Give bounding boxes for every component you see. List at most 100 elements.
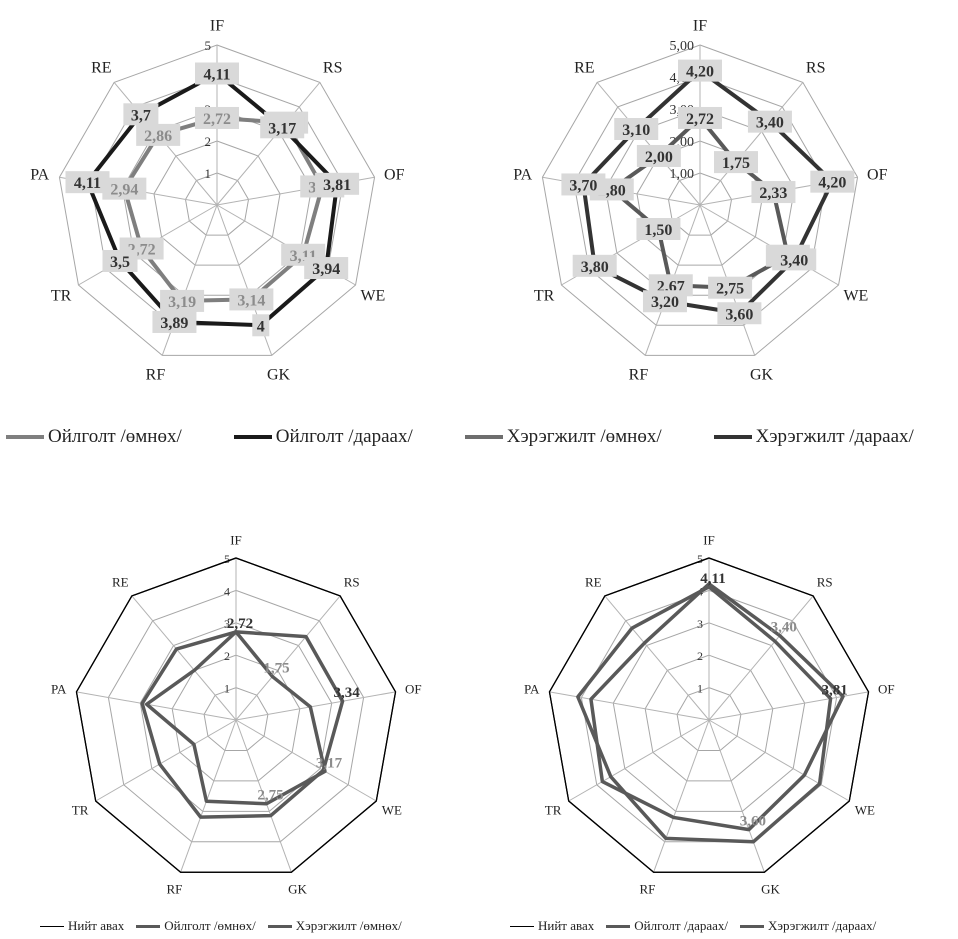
legend-item: Нийт авах	[40, 918, 124, 934]
data-label-box	[260, 116, 305, 139]
tick-label: 3	[697, 617, 703, 631]
grid-ring	[107, 589, 365, 843]
data-label: 4	[257, 318, 265, 335]
grid-spoke	[235, 595, 341, 721]
data-label: 3,7	[131, 107, 151, 124]
category-label: OF	[405, 681, 422, 696]
grid-spoke	[76, 691, 237, 721]
data-label: 3,80	[581, 259, 609, 276]
category-label: WE	[360, 288, 385, 305]
data-label: 3,60	[725, 306, 753, 323]
category-label: RF	[639, 882, 655, 897]
category-label: WE	[843, 288, 868, 305]
category-label: OF	[867, 166, 888, 183]
grid-ring	[676, 687, 742, 751]
legend-swatch	[464, 435, 503, 439]
category-label: PA	[513, 166, 532, 183]
radar-chart: 12345IFRSOFWEGKRFTRPARE2,723,363,343,113…	[30, 18, 404, 384]
data-label-box	[636, 144, 681, 167]
data-label: 3,34	[333, 685, 360, 701]
data-label-box	[160, 289, 205, 312]
legend-item: Ойлголт /дараах/	[606, 918, 728, 934]
tick-label: 1	[205, 166, 212, 181]
category-label: PA	[30, 166, 49, 183]
data-label-box	[642, 290, 687, 313]
grid-spoke	[653, 719, 710, 873]
grid-ring	[604, 108, 796, 296]
grid-spoke	[604, 595, 710, 721]
legend-swatch	[233, 435, 272, 439]
data-label-box	[65, 171, 110, 194]
data-label: 2,72	[227, 616, 253, 632]
category-label: RS	[344, 575, 360, 590]
data-label: 2,72	[203, 111, 231, 128]
data-label: 4,20	[818, 175, 846, 192]
tick-label: 5	[205, 38, 212, 53]
data-label: 3,20	[651, 294, 679, 311]
category-label: GK	[288, 882, 307, 897]
grid-ring	[153, 140, 281, 266]
legend-item: Нийт авах	[510, 918, 594, 934]
legend-label: Нийт авах	[68, 918, 125, 933]
data-label-box	[195, 62, 239, 85]
data-label-box	[304, 257, 349, 280]
data-label-box	[136, 123, 181, 146]
data-label-box	[102, 250, 138, 272]
category-label: TR	[72, 803, 89, 818]
legend-label: Ойлголт /дараах/	[634, 918, 728, 933]
grid-ring	[184, 172, 250, 236]
category-label: GK	[761, 882, 780, 897]
series-line	[122, 115, 325, 303]
legend-item: Ойлголт /өмнөх/	[136, 918, 256, 934]
data-label: 3,94	[312, 261, 340, 278]
data-label-box	[229, 288, 274, 311]
grid-spoke	[699, 82, 804, 206]
category-label: RF	[166, 882, 182, 897]
tick-label: 1,00	[670, 167, 695, 182]
grid-spoke	[235, 719, 292, 873]
legend-swatch	[40, 925, 64, 927]
data-label: 3,70	[569, 177, 597, 194]
legend-item: Хэрэгжилт /дараах/	[740, 918, 876, 934]
data-label: 3,19	[168, 294, 196, 311]
category-label: WE	[382, 803, 402, 818]
category-label: RF	[146, 367, 166, 384]
grid-ring	[121, 108, 313, 296]
radar-chart: 1,002,003,004,005,00IFRSOFWEGKRFTRPARE2,…	[513, 18, 887, 384]
grid-ring	[573, 76, 827, 326]
grid-spoke	[708, 595, 814, 721]
legend-label: Нийт авах	[538, 918, 595, 933]
grid-ring	[644, 654, 774, 782]
tick-label: 5	[697, 552, 703, 566]
data-label-box	[772, 248, 817, 271]
category-label: OF	[384, 166, 405, 183]
tick-label: 2	[224, 649, 230, 663]
series-line	[576, 585, 833, 844]
category-label: RE	[112, 575, 129, 590]
data-label-box	[123, 103, 159, 126]
data-label: 3,5	[110, 254, 130, 271]
data-label: 2,72	[686, 111, 714, 128]
category-label: RE	[585, 575, 602, 590]
data-label: 2,75	[257, 788, 283, 804]
data-label-box	[572, 254, 617, 277]
legend-label: Ойлголт /өмнөх/	[164, 918, 256, 933]
grid-spoke	[568, 719, 710, 802]
legend-swatch	[510, 925, 534, 927]
data-label: 3,14	[237, 292, 265, 309]
category-label: PA	[51, 681, 67, 696]
data-label: 2,33	[759, 185, 787, 202]
legend-label: Хэрэгжилт /дараах/	[768, 918, 877, 933]
legend-item: Ойлголт /өмнөх/	[6, 426, 182, 448]
series-line	[75, 557, 397, 873]
legend-label: Хэрэгжилт /өмнөх/	[506, 426, 662, 447]
data-label: 3,81	[821, 683, 847, 699]
legend-label: Хэрэгжилт /өмнөх/	[295, 918, 402, 933]
tick-label: 4	[224, 584, 230, 598]
tick-label: 1	[224, 682, 230, 696]
data-label-box	[315, 172, 360, 195]
data-label-box	[717, 302, 762, 325]
legend-swatch	[136, 924, 161, 928]
